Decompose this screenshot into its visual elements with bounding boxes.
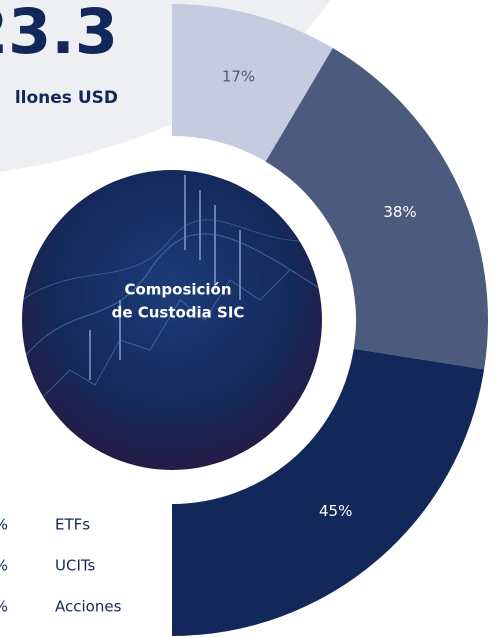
center-label: de Custodia SIC [112, 304, 245, 322]
legend-value: % [0, 516, 8, 534]
value-label: 45% [319, 502, 352, 520]
donut-segment [172, 348, 485, 636]
legend-label: Acciones [55, 598, 122, 616]
donut-segment [172, 4, 333, 162]
legend-value: % [0, 557, 8, 575]
center-decoration [22, 175, 322, 401]
legend-value: % [0, 598, 8, 616]
value-label: 38% [383, 203, 416, 221]
donut-segment [265, 48, 488, 370]
legend-label: UCITs [55, 557, 96, 575]
headline-unit: llones USD [15, 88, 118, 108]
center-label: Composición [124, 281, 231, 299]
headline: 23.3 [0, 0, 118, 68]
donut [172, 4, 488, 636]
value-label: 17% [222, 67, 255, 85]
legend-label: ETFs [55, 516, 90, 534]
